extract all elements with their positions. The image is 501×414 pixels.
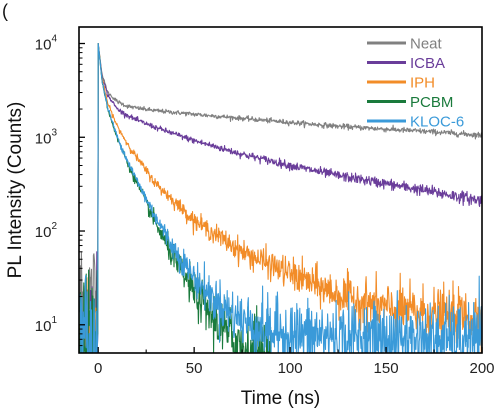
legend-label-iph: IPH xyxy=(410,75,435,92)
x-tick-label: 50 xyxy=(186,360,203,377)
series-line-iph xyxy=(79,42,482,353)
plot-frame xyxy=(78,26,483,354)
legend: Neat ICBA IPH PCBM KLOC-6 xyxy=(367,36,464,131)
y-tick-label: 102 xyxy=(35,221,58,241)
x-tick-label: 100 xyxy=(278,360,303,377)
x-tick-label: 200 xyxy=(469,360,494,377)
axis-ticks: 0 50 100 150 200 101 102 103 104 xyxy=(35,34,495,377)
x-tick-label: 0 xyxy=(94,360,102,377)
y-axis-title: PL Intensity (Counts) xyxy=(5,102,26,279)
y-tick-label: 104 xyxy=(35,34,58,54)
legend-label-pcbm: PCBM xyxy=(410,94,453,111)
legend-label-kloc-6: KLOC-6 xyxy=(410,114,464,131)
y-tick-label: 101 xyxy=(35,315,58,335)
series-line-kloc-6 xyxy=(79,42,482,353)
series-line-pcbm xyxy=(79,42,272,353)
x-axis-title: Time (ns) xyxy=(241,388,321,409)
legend-label-neat: Neat xyxy=(410,36,443,53)
data-traces xyxy=(79,42,482,353)
legend-label-icba: ICBA xyxy=(410,55,445,72)
x-tick-label: 150 xyxy=(374,360,399,377)
y-tick-label: 103 xyxy=(35,127,58,147)
series-line-neat xyxy=(79,42,482,353)
series-line-icba xyxy=(80,42,482,353)
panel-label: ( xyxy=(2,1,8,21)
